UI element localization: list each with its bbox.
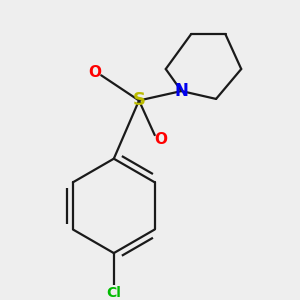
Text: O: O: [154, 132, 167, 147]
Text: Cl: Cl: [106, 286, 121, 300]
Text: O: O: [88, 65, 101, 80]
Text: S: S: [133, 92, 146, 110]
Text: N: N: [175, 82, 188, 100]
